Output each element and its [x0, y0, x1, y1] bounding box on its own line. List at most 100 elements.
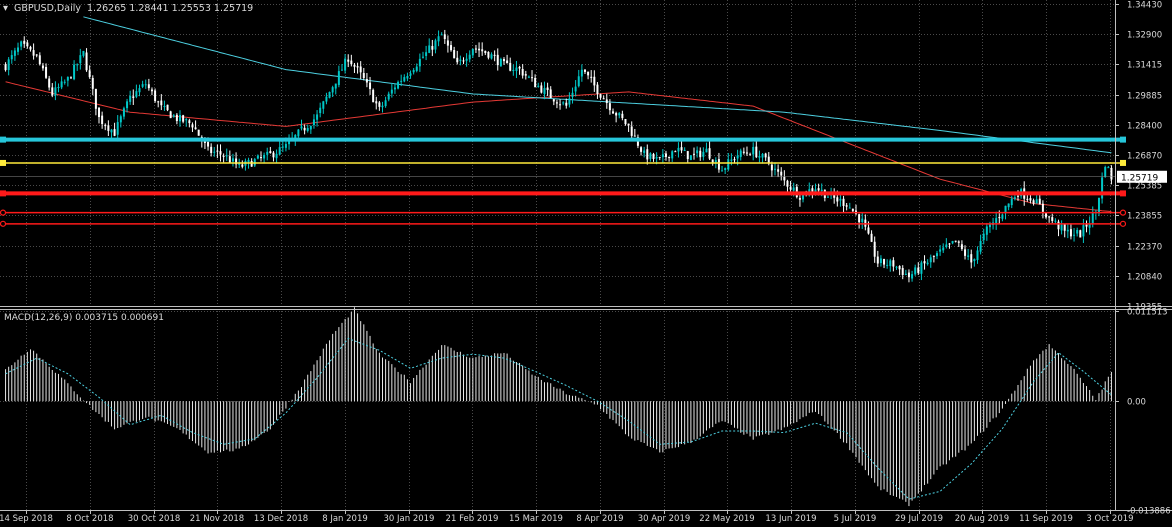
time-tick-label: 8 Jan 2019: [322, 514, 368, 524]
candle-body: [727, 159, 730, 170]
candle-body: [745, 152, 748, 154]
candle-body: [48, 78, 51, 88]
candle-body: [668, 156, 671, 159]
candle-body: [655, 157, 658, 159]
time-tick-label: 8 Apr 2019: [576, 514, 623, 524]
macd-signal-line: [5, 337, 1112, 500]
candle-body: [406, 75, 409, 79]
candle-body: [767, 156, 770, 164]
macd-histogram: [5, 307, 1112, 507]
candle-body: [512, 69, 515, 71]
candle-body: [531, 77, 534, 79]
candle-body: [696, 150, 699, 154]
candle-body: [319, 107, 322, 114]
candle-body: [867, 227, 870, 234]
macd-tick-label: -0.013886: [1127, 507, 1171, 517]
candle-body: [895, 266, 898, 268]
time-tick-label: 30 Apr 2019: [638, 514, 691, 524]
candle-body: [32, 50, 35, 56]
candle-body: [303, 127, 306, 131]
candle-body: [35, 54, 38, 56]
candle-body: [892, 260, 895, 267]
level-handle: [1120, 190, 1126, 197]
candle-body: [41, 65, 44, 69]
candle-body: [353, 64, 356, 67]
horizontal-levels[interactable]: [0, 136, 1127, 227]
candle-body: [1054, 220, 1057, 222]
candle-body: [375, 101, 378, 104]
candle-body: [898, 266, 901, 270]
candle-body: [69, 77, 72, 79]
time-tick-label: 8 Oct 2018: [66, 514, 113, 524]
candle-body: [104, 124, 107, 127]
candle-body: [66, 77, 69, 81]
candle-body: [185, 119, 188, 121]
candle-body: [907, 272, 910, 278]
moving-average-line: [83, 16, 1112, 154]
candle-body: [627, 123, 630, 126]
candle-body: [886, 264, 889, 266]
price-tick-label: 1.19355: [1127, 303, 1162, 313]
candle-body: [107, 125, 110, 131]
candle-body: [54, 87, 57, 96]
candle-body: [275, 153, 278, 159]
chart-menu-icon[interactable]: ▾: [3, 3, 8, 14]
candle-body: [38, 55, 41, 65]
candle-body: [1004, 205, 1007, 214]
candle-body: [742, 151, 745, 153]
candle-body: [397, 81, 400, 89]
candle-body: [284, 143, 287, 148]
candle-body: [471, 48, 474, 56]
candle-body: [369, 82, 372, 90]
symbol-ohlc-label: GBPUSD,Daily 1.26265 1.28441 1.25553 1.2…: [14, 3, 253, 14]
candle-body: [1097, 197, 1100, 214]
price-tick-label: 1.28400: [1127, 122, 1162, 132]
candle-body: [23, 40, 26, 44]
candle-body: [493, 54, 496, 56]
candle-body: [51, 87, 54, 96]
moving-average-layer: [5, 16, 1112, 213]
candle-body: [412, 70, 415, 73]
candle-body: [979, 241, 982, 252]
candle-body: [337, 71, 340, 85]
candle-body: [73, 64, 76, 80]
candle-body: [736, 155, 739, 159]
candle-body: [378, 102, 381, 107]
candle-body: [774, 168, 777, 170]
candle-body: [179, 115, 182, 122]
candle-body: [163, 105, 166, 107]
candle-body: [76, 64, 79, 66]
candle-body: [1104, 167, 1107, 177]
candle-body: [967, 255, 970, 257]
candle-body: [649, 153, 652, 159]
candle-body: [935, 253, 938, 257]
candle-body: [4, 64, 7, 71]
candle-body: [166, 104, 169, 111]
candle-body: [1001, 214, 1004, 219]
candle-body: [998, 217, 1001, 219]
candle-body: [191, 124, 194, 128]
candle-body: [157, 101, 160, 103]
candle-body: [630, 126, 633, 136]
candle-body: [91, 77, 94, 89]
candle-body: [786, 180, 789, 187]
candle-body: [20, 41, 23, 47]
candle-body: [1038, 198, 1041, 205]
candle-body: [883, 258, 886, 265]
candle-body: [297, 129, 300, 137]
candle-body: [565, 102, 568, 106]
candle-body: [1013, 197, 1016, 199]
candle-body: [1088, 223, 1091, 228]
candle-body: [621, 113, 624, 119]
candle-body: [79, 55, 82, 64]
candle-body: [1063, 224, 1066, 231]
candle-body: [356, 66, 359, 68]
candle-body: [583, 69, 586, 72]
candle-body: [94, 88, 97, 109]
candle-body: [580, 69, 583, 77]
candle-body: [425, 52, 428, 56]
candle-body: [960, 244, 963, 249]
candle-body: [540, 85, 543, 93]
time-tick-label: 15 Mar 2019: [509, 514, 563, 524]
candle-body: [1073, 234, 1076, 236]
